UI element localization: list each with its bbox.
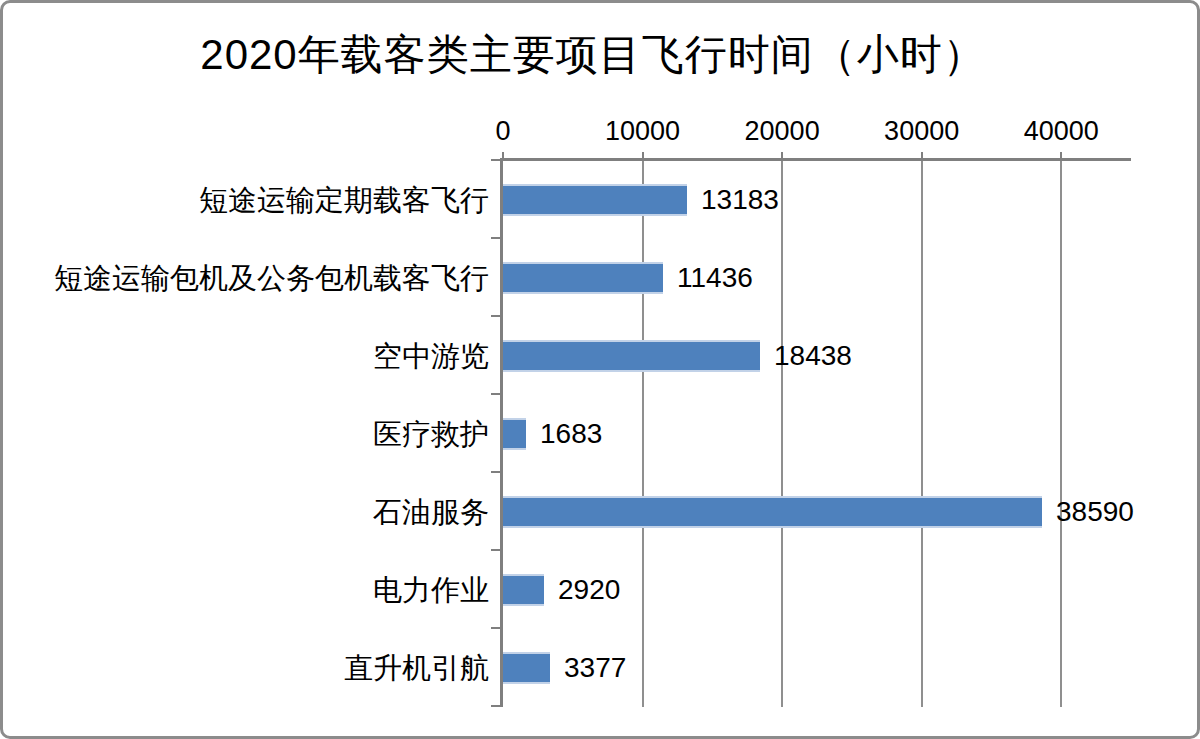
category-label: 石油服务	[3, 473, 489, 551]
value-label: 2920	[558, 551, 620, 629]
value-label: 13183	[701, 161, 779, 239]
category-label: 短途运输包机及公务包机载客飞行	[3, 239, 489, 317]
y-axis-tick	[491, 159, 500, 161]
chart-frame: 2020年载客类主要项目飞行时间（小时） 0100002000030000400…	[0, 0, 1200, 739]
bar	[503, 262, 663, 294]
value-label: 18438	[774, 317, 852, 395]
y-axis-tick	[491, 237, 500, 239]
y-axis-tick	[491, 471, 500, 473]
gridline	[921, 161, 923, 707]
y-axis-tick	[491, 705, 500, 707]
x-axis-tick-label: 20000	[702, 116, 862, 147]
y-axis-tick	[491, 549, 500, 551]
y-axis-tick	[491, 393, 500, 395]
bar	[503, 652, 550, 684]
x-axis-tick-label: 30000	[842, 116, 1002, 147]
x-axis-tick-label: 0	[423, 116, 583, 147]
value-label: 3377	[564, 629, 626, 707]
value-label: 38590	[1056, 473, 1134, 551]
value-label: 1683	[540, 395, 602, 473]
category-label: 电力作业	[3, 551, 489, 629]
bar	[503, 340, 760, 372]
y-axis-tick	[491, 315, 500, 317]
category-label: 短途运输定期载客飞行	[3, 161, 489, 239]
value-label: 11436	[677, 239, 753, 317]
bar	[503, 574, 544, 606]
category-label: 直升机引航	[3, 629, 489, 707]
bar	[503, 496, 1042, 528]
x-axis-tick-label: 10000	[563, 116, 723, 147]
bar	[503, 184, 687, 216]
y-axis-tick	[491, 627, 500, 629]
category-label: 空中游览	[3, 317, 489, 395]
gridline	[781, 161, 783, 707]
bar	[503, 418, 526, 450]
x-axis-line	[500, 158, 1131, 161]
x-axis-tick-label: 40000	[981, 116, 1141, 147]
gridline	[1060, 161, 1062, 707]
gridline	[642, 161, 644, 707]
category-label: 医疗救护	[3, 395, 489, 473]
chart-title: 2020年载客类主要项目飞行时间（小时）	[3, 27, 1183, 83]
